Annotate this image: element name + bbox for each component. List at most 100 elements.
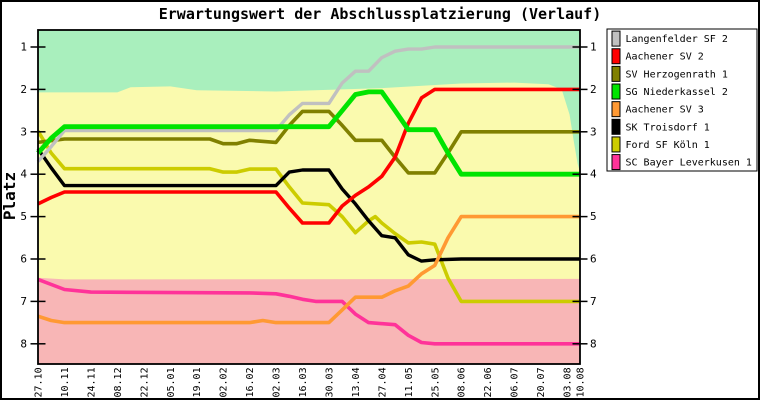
legend-item: SC Bayer Leverkusen 1 xyxy=(611,154,752,171)
x-tick-label: 27.10 xyxy=(34,367,45,397)
x-tick-label-group: 24.11 xyxy=(86,367,97,397)
legend-label: Aachener SV 2 xyxy=(626,52,704,63)
y-tick-label-right: 3 xyxy=(590,125,597,138)
series-line-sv-herzogenrath-1 xyxy=(37,109,580,175)
y-tick-label-right: 5 xyxy=(590,210,597,223)
x-tick-label-group: 19.01 xyxy=(192,367,203,397)
x-tick-label-group: 16.03 xyxy=(298,367,309,397)
y-tick-label-right: 2 xyxy=(590,83,597,96)
x-tick-label-group: 08.06 xyxy=(457,367,468,397)
x-tick-label: 02.03 xyxy=(272,367,283,397)
x-tick-label-group: 08.12 xyxy=(113,367,124,397)
x-tick-label: 20.07 xyxy=(536,367,547,397)
y-tick-label-left: 8 xyxy=(20,337,27,350)
legend-swatch-icon xyxy=(611,154,621,171)
x-tick-label-group: 25.05 xyxy=(430,367,441,397)
x-tick-label-group: 30.03 xyxy=(324,367,335,397)
y-tick-label-left: 2 xyxy=(20,83,27,96)
legend-box: Langenfelder SF 2 Aachener SV 2 SV Herzoge… xyxy=(606,28,758,172)
y-tick-label-right: 1 xyxy=(590,41,597,54)
x-axis-labels: 27.10 10.11 24.11 08.12 22.12 05.01 19.01 02.02… xyxy=(34,367,587,397)
x-tick-label-group: 10.11 xyxy=(60,367,71,397)
x-tick-label-group: 05.01 xyxy=(166,367,177,397)
x-tick-label-group: 27.04 xyxy=(377,367,388,397)
x-tick-label: 27.04 xyxy=(377,367,388,397)
x-tick-label: 22.06 xyxy=(483,367,494,397)
legend-swatch-icon xyxy=(611,83,621,100)
series-lines xyxy=(36,45,580,346)
y-tick-label-left: 6 xyxy=(20,253,27,266)
series-line-aachener-sv-2 xyxy=(37,87,580,225)
y-tick-label-left: 1 xyxy=(20,41,27,54)
x-tick-label: 10.08 xyxy=(576,367,587,397)
legend-swatch-icon xyxy=(611,136,621,153)
series-line-langenfelder-sf-2 xyxy=(36,45,580,163)
x-tick-label-group: 27.10 xyxy=(34,367,45,397)
x-tick-label-group: 10.08 xyxy=(576,367,587,397)
x-tick-label: 24.11 xyxy=(86,367,97,397)
y-tick-label-right: 7 xyxy=(590,295,597,308)
x-tick-label: 25.05 xyxy=(430,367,441,397)
y-tick-label-left: 3 xyxy=(20,125,27,138)
plot-frame xyxy=(37,29,581,365)
legend-swatch-icon xyxy=(611,101,621,118)
x-tick-label-group: 16.02 xyxy=(245,367,256,397)
background-zones xyxy=(38,30,580,364)
y-tick-label-left: 7 xyxy=(20,295,27,308)
legend-label: SG Niederkassel 2 xyxy=(626,87,728,98)
x-tick-label-group: 06.07 xyxy=(510,367,521,397)
x-tick-label: 08.12 xyxy=(113,367,124,397)
legend-label: SC Bayer Leverkusen 1 xyxy=(626,158,752,169)
legend-frame xyxy=(606,28,758,172)
x-tick-label-group: 22.06 xyxy=(483,367,494,397)
x-tick-label: 05.01 xyxy=(166,367,177,397)
legend-item: Langenfelder SF 2 xyxy=(611,30,728,47)
legend-item: SV Herzogenrath 1 xyxy=(611,65,728,82)
x-tick-label: 19.01 xyxy=(192,367,203,397)
series-line-sg-niederkassel-2 xyxy=(36,89,580,177)
x-tick-label-group: 11.05 xyxy=(404,367,415,397)
legend-swatch-icon xyxy=(611,48,621,65)
legend-item: Aachener SV 2 xyxy=(611,48,704,65)
x-tick-label: 16.02 xyxy=(245,367,256,397)
legend-label: Langenfelder SF 2 xyxy=(626,34,728,45)
legend-swatch-icon xyxy=(611,30,621,47)
x-tick-label: 11.05 xyxy=(404,367,415,397)
x-tick-label-group: 03.08 xyxy=(563,367,574,397)
series-line-aachener-sv-3 xyxy=(37,214,580,325)
x-tick-label: 13.04 xyxy=(351,367,362,397)
top-zone-bg xyxy=(38,30,580,173)
x-tick-label: 06.07 xyxy=(510,367,521,397)
legend-swatch-icon xyxy=(611,118,621,135)
y-tick-label-left: 5 xyxy=(20,210,27,223)
legend-label: Aachener SV 3 xyxy=(626,105,704,116)
x-tick-label: 10.11 xyxy=(60,367,71,397)
legend-item: SG Niederkassel 2 xyxy=(611,83,728,100)
series-line-ford-sf-k-ln-1 xyxy=(36,130,580,304)
legend-item: Ford SF Köln 1 xyxy=(611,136,710,153)
y-tick-label-left: 4 xyxy=(20,168,27,181)
legend-item: SK Troisdorf 1 xyxy=(611,118,710,135)
legend-label: Ford SF Köln 1 xyxy=(626,140,710,151)
legend-label: SV Herzogenrath 1 xyxy=(626,69,728,80)
x-tick-label: 16.03 xyxy=(298,367,309,397)
y-tick-label-right: 6 xyxy=(590,253,597,266)
chart-title: Erwartungswert der Abschlussplatzierung … xyxy=(159,5,602,23)
x-tick-label-group: 22.12 xyxy=(139,367,150,397)
series-line-sc-bayer-leverkusen-1 xyxy=(37,277,580,346)
x-tick-label: 03.08 xyxy=(563,367,574,397)
y-tick-label-right: 8 xyxy=(590,337,597,350)
legend-label: SK Troisdorf 1 xyxy=(626,122,710,133)
x-tick-label-group: 20.07 xyxy=(536,367,547,397)
y-tick-label-right: 4 xyxy=(590,168,597,181)
x-tick-label: 22.12 xyxy=(139,367,150,397)
plot-border xyxy=(37,29,581,365)
legend-item: Aachener SV 3 xyxy=(611,101,704,118)
y-axis-ticks: 1 1 2 2 3 3 4 4 5 5 6 6 7 7 8 8 xyxy=(20,41,597,351)
series-line-sk-troisdorf-1 xyxy=(36,147,580,263)
x-tick-label-group: 02.02 xyxy=(219,367,230,397)
x-tick-label-group: 02.03 xyxy=(272,367,283,397)
